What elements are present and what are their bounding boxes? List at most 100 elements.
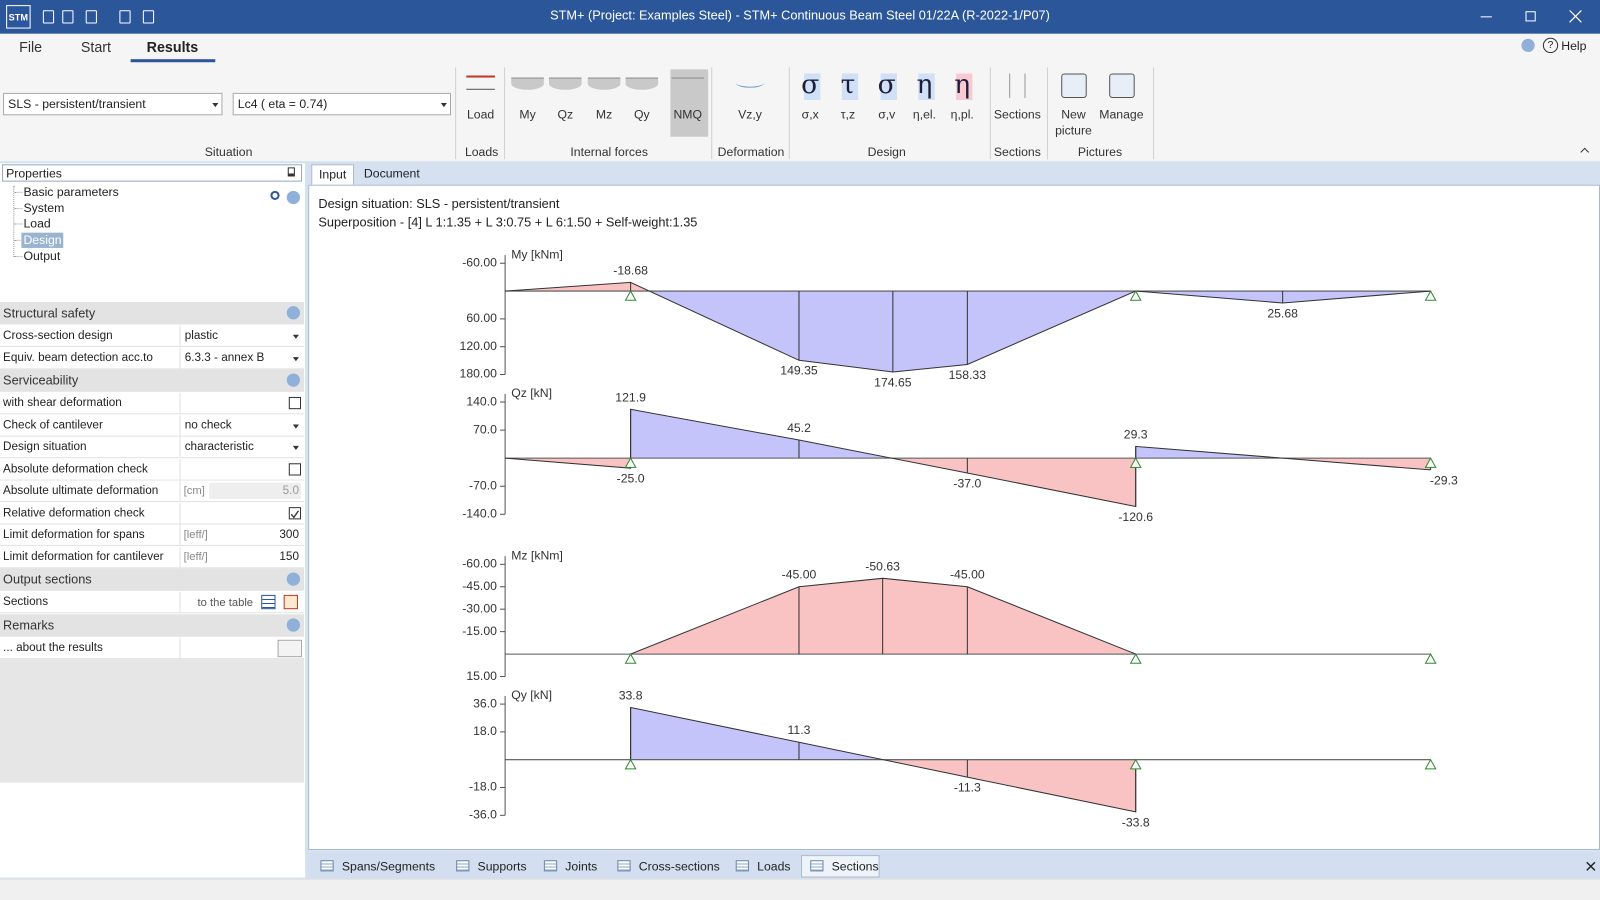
property-value[interactable]: to the table: [197, 596, 254, 610]
ribbon-separator: [455, 67, 457, 160]
ribbon-button[interactable]: New picture: [1055, 107, 1092, 138]
checkbox[interactable]: [288, 462, 302, 475]
design-icon: τ: [840, 69, 856, 100]
checkbox[interactable]: [288, 396, 302, 410]
edit-button[interactable]: [277, 639, 303, 657]
design-icon-bg: [918, 73, 935, 100]
quick-access-icon[interactable]: [42, 10, 55, 24]
tree-branch: [14, 223, 23, 225]
search-icon[interactable]: [270, 190, 280, 200]
ribbon-separator: [504, 67, 506, 160]
ribbon-button[interactable]: Qz: [557, 107, 574, 122]
section-header[interactable]: Remarks: [0, 613, 305, 637]
section-collapse-icon[interactable]: [286, 617, 300, 632]
ribbon-button[interactable]: Manage: [1099, 107, 1144, 122]
property-value[interactable]: characteristic: [184, 440, 254, 454]
situation-dropdown[interactable]: SLS - persistent/transient: [3, 92, 223, 116]
close-button[interactable]: [1568, 9, 1583, 23]
situation-dropdown[interactable]: Lc4 ( eta = 0.74): [232, 92, 452, 116]
section-header[interactable]: Output sections: [0, 568, 305, 591]
tab-table-icon: [320, 860, 334, 872]
ribbon-button[interactable]: NMQ: [673, 107, 703, 122]
dropdown-arrow: [440, 103, 447, 108]
picture-icon: [1061, 73, 1087, 98]
ribbon-button[interactable]: My: [519, 107, 536, 122]
ribbon-button[interactable]: η,el.: [912, 107, 937, 122]
collapse-ribbon-icon[interactable]: [1521, 38, 1535, 53]
property-value[interactable]: 300: [279, 528, 299, 541]
section-collapse-icon[interactable]: [286, 306, 300, 320]
section-collapse-icon[interactable]: [286, 572, 300, 586]
help-menu[interactable]: Help: [1561, 38, 1587, 54]
maximize-button[interactable]: [1525, 11, 1536, 22]
table-icon[interactable]: [261, 594, 276, 610]
property-label: with shear deformation: [0, 392, 181, 415]
property-label: Relative deformation check: [0, 502, 181, 524]
property-value[interactable]: plastic: [184, 329, 218, 342]
panel-empty-area: [0, 659, 305, 783]
section-collapse-icon[interactable]: [286, 373, 300, 387]
property-label: Limit deformation for spans: [0, 524, 181, 546]
ribbon-group-label: Situation: [204, 144, 253, 160]
property-label: Cross-section design: [0, 325, 181, 347]
checkbox[interactable]: [288, 506, 302, 519]
ribbon-collapse-caret[interactable]: [1580, 147, 1590, 157]
tree-item[interactable]: Load: [23, 216, 51, 232]
tree-item[interactable]: Basic parameters: [23, 184, 119, 199]
property-label: Design situation: [0, 436, 181, 459]
quick-access-icon[interactable]: [85, 10, 97, 24]
menu-tab[interactable]: Results: [146, 38, 199, 56]
tab-table-icon: [543, 860, 558, 872]
property-value[interactable]: 150: [279, 550, 299, 563]
menu-tab[interactable]: Start: [80, 38, 112, 56]
property-label: Absolute deformation check: [0, 458, 181, 481]
bottom-tab[interactable]: Loads: [757, 859, 791, 874]
ribbon-separator: [788, 67, 790, 160]
ribbon-group-label: Internal forces: [570, 144, 648, 160]
bottom-tab[interactable]: Supports: [477, 859, 527, 874]
tree-item[interactable]: Design: [21, 232, 64, 249]
tree-item[interactable]: System: [23, 200, 65, 215]
minimize-button[interactable]: [1480, 16, 1492, 18]
force-icon: [511, 77, 544, 90]
property-value[interactable]: 6.3.3 - annex B: [184, 351, 265, 364]
document-tab[interactable]: Document: [363, 166, 420, 181]
section-header[interactable]: Serviceability: [0, 369, 305, 392]
design-icon-bg: [956, 73, 973, 100]
ribbon-button[interactable]: Sections: [993, 107, 1041, 122]
ribbon-button[interactable]: σ,x: [801, 107, 819, 122]
bottom-tab[interactable]: Cross-sections: [638, 859, 720, 874]
property-unit: [cm]: [183, 484, 205, 497]
ribbon-button[interactable]: η,pl.: [950, 107, 974, 122]
dropdown-arrow: [292, 423, 299, 429]
edit-icon[interactable]: [283, 594, 298, 610]
quick-access-icon[interactable]: [62, 10, 74, 24]
tree-item[interactable]: Output: [23, 248, 61, 264]
ribbon-button[interactable]: Qy: [634, 107, 650, 122]
ribbon-button[interactable]: Mz: [595, 107, 613, 122]
quick-access-icon[interactable]: [142, 10, 155, 24]
property-row: [0, 414, 305, 437]
bottom-tab[interactable]: Joints: [565, 859, 598, 874]
collapse-icon[interactable]: [286, 190, 300, 205]
document-tab[interactable]: Input: [311, 164, 355, 185]
menu-tab[interactable]: File: [19, 38, 43, 56]
ribbon-button[interactable]: Vz,y: [738, 107, 762, 122]
bottom-tab[interactable]: Spans/Segments: [341, 859, 436, 874]
ribbon-button[interactable]: σ,v: [878, 107, 896, 122]
property-value[interactable]: no check: [184, 418, 232, 432]
ribbon-button[interactable]: τ,z: [840, 107, 856, 122]
ribbon-button[interactable]: Load: [466, 107, 495, 122]
section-header[interactable]: Structural safety: [0, 302, 305, 325]
disabled-field: [209, 482, 302, 499]
bottom-tab[interactable]: Sections: [831, 859, 879, 874]
help-icon[interactable]: ?: [1542, 37, 1559, 54]
pin-icon[interactable]: [287, 167, 295, 177]
property-row: [0, 458, 305, 481]
quick-access-icon[interactable]: [119, 10, 131, 24]
app-icon: STM: [6, 5, 31, 29]
close-pane-button[interactable]: [1586, 860, 1596, 871]
dropdown-arrow: [212, 103, 219, 108]
property-value[interactable]: 5.0: [282, 484, 299, 497]
